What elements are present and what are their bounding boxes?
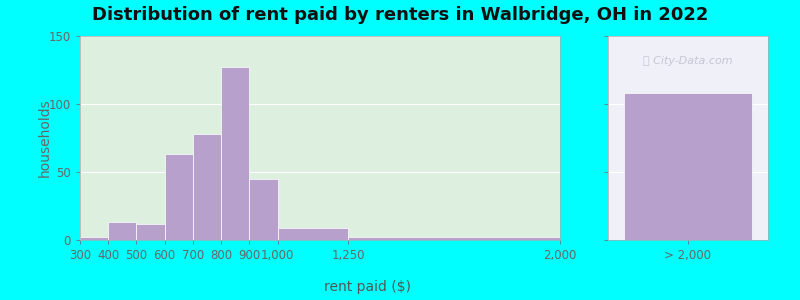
Bar — [80, 237, 108, 240]
Text: rent paid ($): rent paid ($) — [325, 280, 411, 294]
Bar — [165, 154, 193, 240]
Bar — [193, 134, 221, 240]
Bar — [278, 228, 348, 240]
Bar — [221, 67, 250, 240]
Bar — [108, 222, 137, 240]
Y-axis label: households: households — [38, 99, 51, 177]
Bar — [348, 237, 560, 240]
Text: Distribution of rent paid by renters in Walbridge, OH in 2022: Distribution of rent paid by renters in … — [92, 6, 708, 24]
Bar — [137, 224, 165, 240]
Bar — [624, 93, 752, 240]
Bar — [250, 179, 278, 240]
Text: ⓘ City-Data.com: ⓘ City-Data.com — [643, 56, 733, 66]
